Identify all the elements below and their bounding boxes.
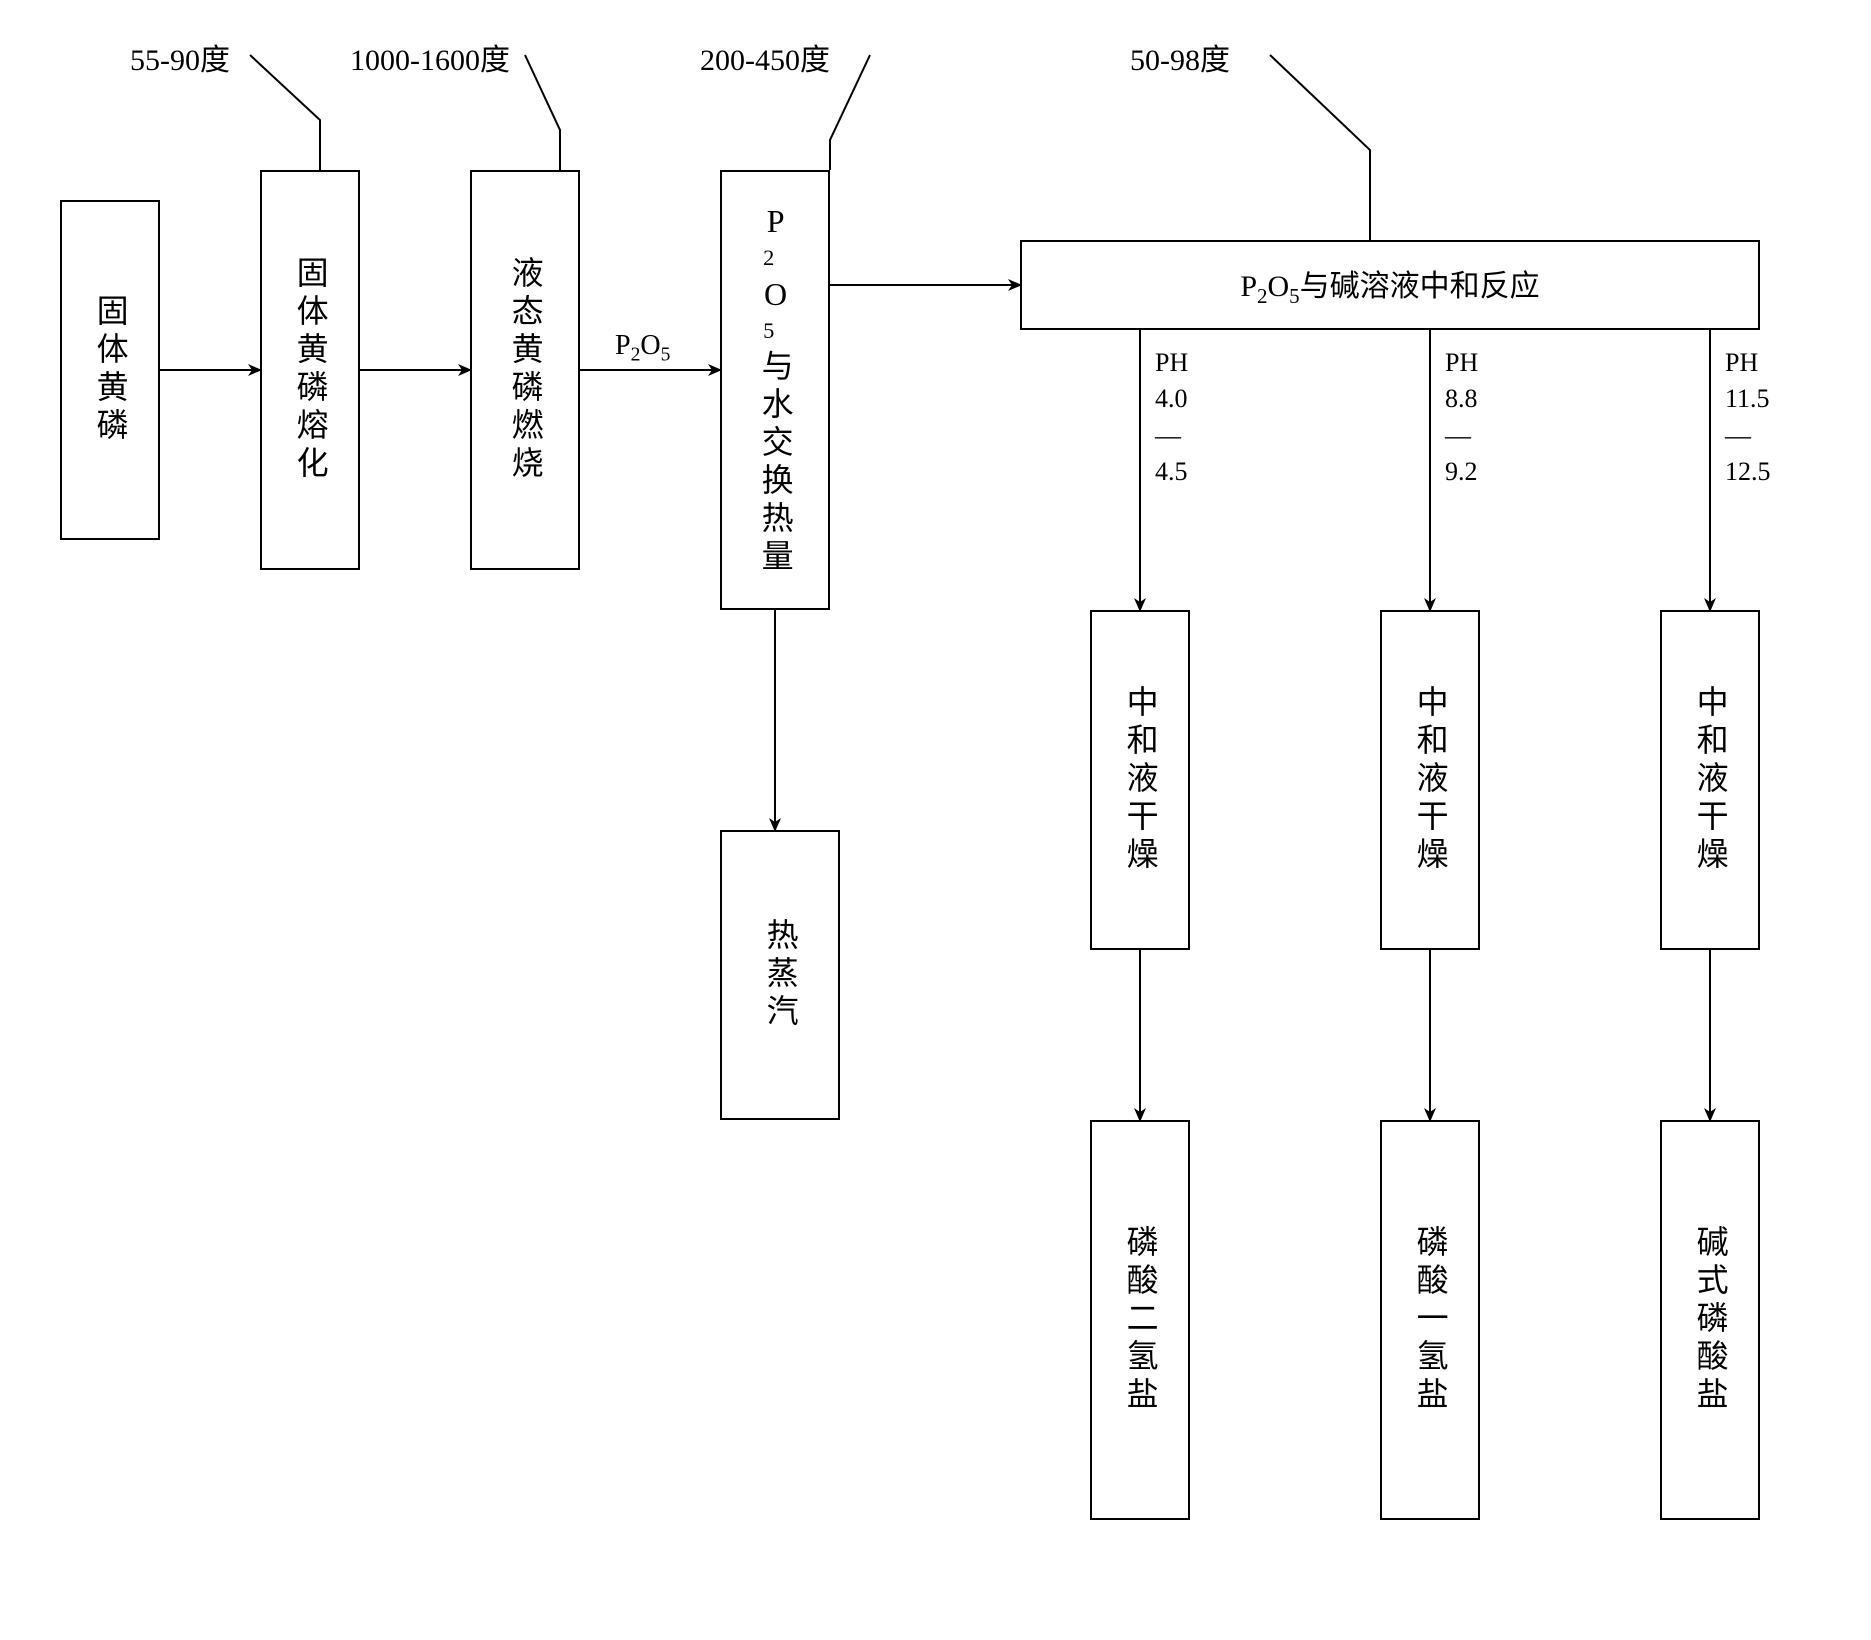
node-label: 磷酸二氢盐 (1114, 1225, 1165, 1415)
node-label: 中和液干燥 (1684, 685, 1735, 875)
node-heat-exchange: P2O5与水交换热量 (720, 170, 830, 610)
node-label: 固体黄磷熔化 (284, 256, 335, 484)
node-dry-3: 中和液干燥 (1660, 610, 1760, 950)
node-label: P2O5与水交换热量 (749, 203, 800, 577)
node-label: 碱式磷酸盐 (1684, 1225, 1735, 1415)
node-label: 固体黄磷 (84, 294, 135, 446)
temp-label-1: 55-90度 (130, 35, 230, 79)
temp-label-2: 1000-1600度 (350, 35, 510, 79)
ph-label-2: PH 8.8—9.2 (1445, 345, 1478, 491)
node-label: 液态黄磷燃烧 (499, 256, 550, 484)
node-product-1: 磷酸二氢盐 (1090, 1120, 1190, 1520)
node-dry-2: 中和液干燥 (1380, 610, 1480, 950)
temp-label-3: 200-450度 (700, 35, 830, 79)
ph-head: PH (1155, 348, 1188, 377)
node-melt: 固体黄磷熔化 (260, 170, 360, 570)
ph-head: PH (1725, 348, 1758, 377)
node-dry-1: 中和液干燥 (1090, 610, 1190, 950)
node-solid-yellow-p: 固体黄磷 (60, 200, 160, 540)
node-neutralize: P2O5与碱溶液中和反应 (1020, 240, 1760, 330)
ph-label-3: PH 11.5—12.5 (1725, 345, 1771, 491)
node-burn: 液态黄磷燃烧 (470, 170, 580, 570)
node-label: P2O5与碱溶液中和反应 (1220, 251, 1559, 319)
node-product-3: 碱式磷酸盐 (1660, 1120, 1760, 1520)
edge-label-p2o5: P2O5 (615, 330, 670, 367)
temp-label-4: 50-98度 (1130, 35, 1230, 79)
ph-label-1: PH 4.0—4.5 (1155, 345, 1188, 491)
node-label: 热蒸汽 (754, 918, 805, 1032)
node-label: 磷酸一氢盐 (1404, 1225, 1455, 1415)
node-product-2: 磷酸一氢盐 (1380, 1120, 1480, 1520)
ph-head: PH (1445, 348, 1478, 377)
node-label: 中和液干燥 (1114, 685, 1165, 875)
node-steam: 热蒸汽 (720, 830, 840, 1120)
node-label: 中和液干燥 (1404, 685, 1455, 875)
